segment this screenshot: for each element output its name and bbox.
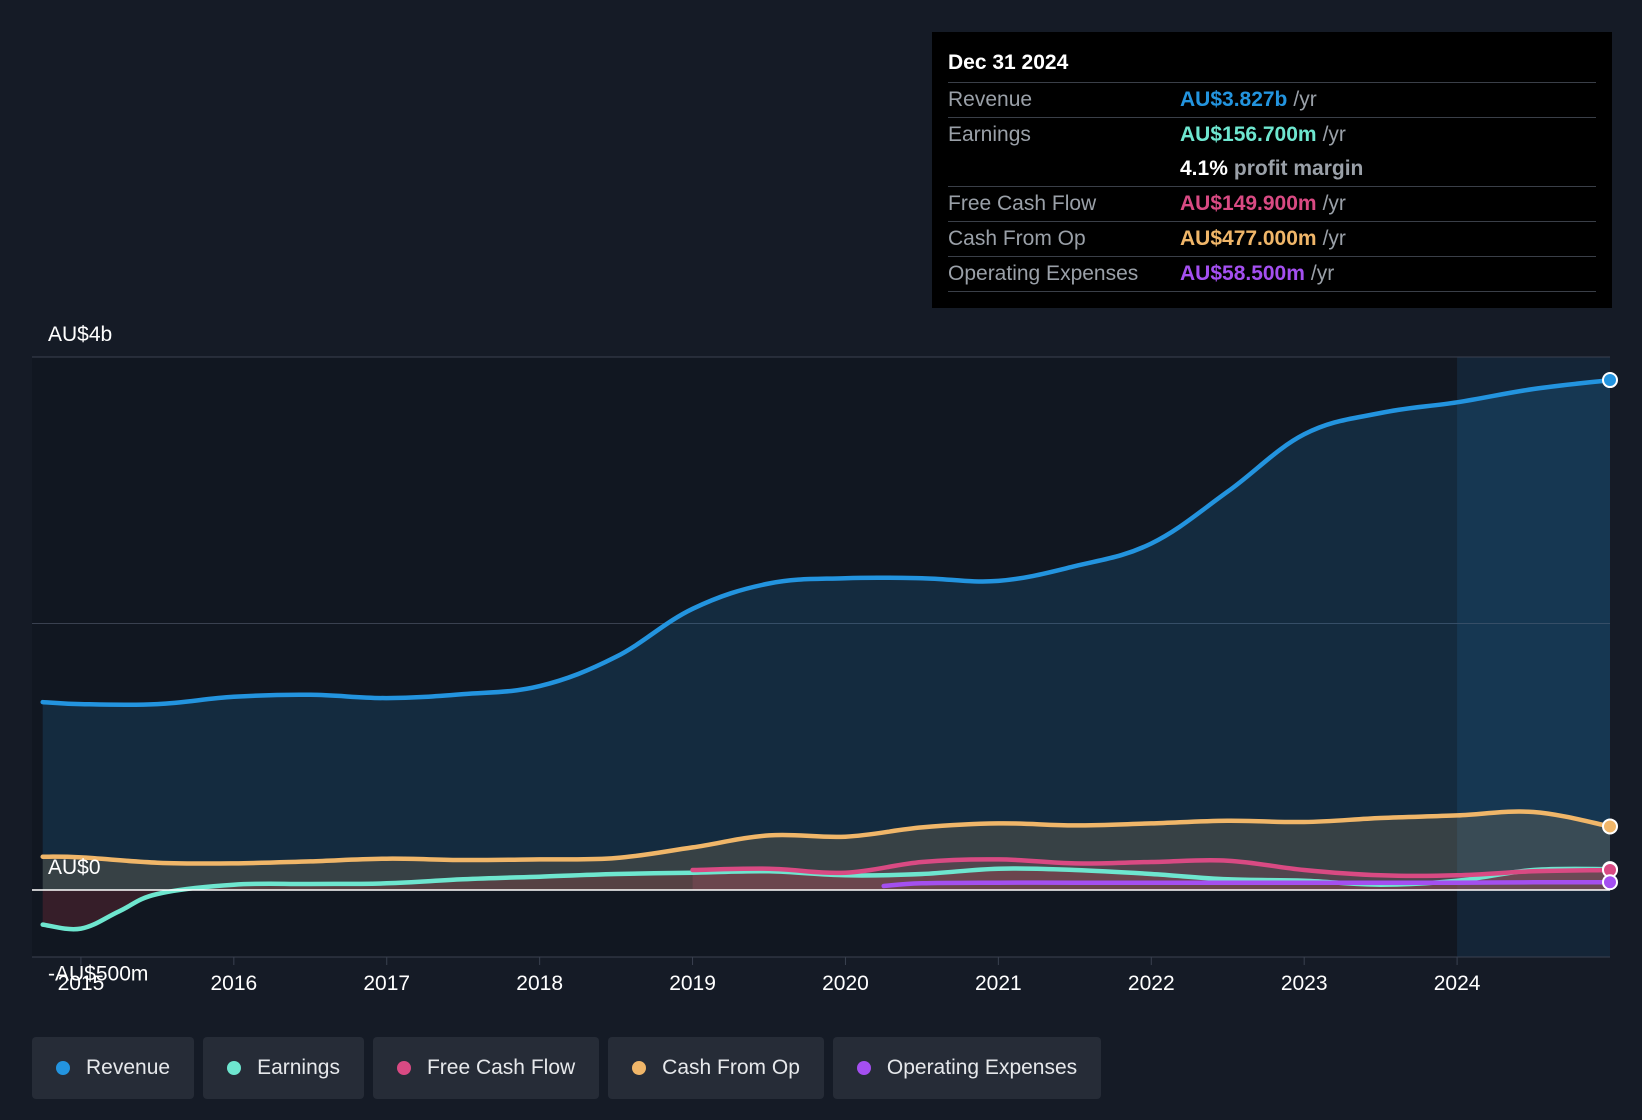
legend-item-cash-from-op[interactable]: Cash From Op	[608, 1037, 824, 1099]
legend-dot-icon	[56, 1061, 70, 1075]
legend-dot-icon	[632, 1061, 647, 1075]
plot-background	[32, 357, 1610, 957]
highlight-region	[1457, 357, 1610, 957]
y-tick-label: -AU$500m	[48, 963, 148, 986]
x-tick-label: 2024	[1434, 972, 1481, 995]
tooltip-unit: /yr	[1322, 192, 1346, 215]
gridlines	[32, 356, 1610, 958]
series-line-revenue	[40, 377, 1613, 708]
legend-dot-icon	[396, 1061, 411, 1075]
legend: Revenue Earnings Free Cash Flow Cash Fro…	[32, 1037, 1102, 1099]
tooltip-unit: /yr	[1322, 227, 1346, 250]
series-area-revenue	[42, 380, 1611, 890]
tooltip-row-free-cash-flow: Free Cash Flow AU$149.900m /yr	[948, 187, 1596, 222]
legend-item-free-cash-flow[interactable]: Free Cash Flow	[372, 1037, 600, 1099]
tooltip-label: Earnings	[948, 123, 1031, 146]
tooltip-value: AU$149.900m	[1180, 192, 1317, 215]
series-line-free-cash-flow	[690, 857, 1613, 879]
legend-dot-icon	[227, 1061, 242, 1075]
x-tick-label: 2017	[363, 972, 410, 995]
tooltip-unit: profit margin	[1233, 157, 1364, 180]
tooltip-label: Cash From Op	[948, 227, 1086, 250]
tooltip-label: Operating Expenses	[948, 262, 1139, 285]
series-endpoint-cash-from-op	[1602, 818, 1618, 835]
tooltip-panel: Dec 31 2024 Revenue AU$3.827b /yr Earnin…	[932, 32, 1612, 308]
legend-label: Operating Expenses	[886, 1056, 1078, 1079]
tooltip-unit: /yr	[1322, 123, 1346, 146]
series-area-cash-from-op	[42, 811, 1611, 890]
tooltip-value: AU$156.700m	[1180, 123, 1317, 146]
tooltip-date: Dec 31 2024	[948, 48, 1596, 83]
y-tick-label: AU$0	[48, 856, 101, 879]
series-endpoint-operating-expenses	[1602, 874, 1618, 891]
tooltip-value: AU$477.000m	[1180, 227, 1317, 250]
x-tick-label: 2020	[822, 972, 869, 995]
legend-item-operating-expenses[interactable]: Operating Expenses	[832, 1037, 1102, 1099]
x-tick-label: 2018	[516, 972, 563, 995]
series-line-cash-from-op	[40, 809, 1613, 866]
x-tick-label: 2016	[210, 972, 257, 995]
legend-label: Earnings	[257, 1056, 340, 1079]
series-line-operating-expenses	[881, 879, 1613, 889]
legend-label: Free Cash Flow	[426, 1056, 576, 1079]
legend-dot-icon	[856, 1061, 871, 1075]
tooltip-row-profit-margin: 4.1% profit margin	[948, 152, 1596, 187]
tooltip-row-earnings: Earnings AU$156.700m /yr	[948, 118, 1596, 152]
legend-label: Cash From Op	[662, 1056, 800, 1079]
legend-item-revenue[interactable]: Revenue	[32, 1037, 195, 1099]
series-endpoint-revenue	[1602, 372, 1618, 389]
tooltip-row-cash-from-op: Cash From Op AU$477.000m /yr	[948, 222, 1596, 257]
tooltip-value: AU$3.827b	[1180, 88, 1288, 111]
x-tick-label: 2023	[1281, 972, 1328, 995]
x-axis-labels: 2015 2016 2017 2018 2019 2020 2021 2022 2023 2024	[58, 957, 1481, 995]
tooltip-value: AU$58.500m	[1180, 262, 1305, 285]
tooltip-unit: /yr	[1293, 88, 1317, 111]
tooltip-value: 4.1%	[1180, 157, 1228, 180]
x-tick-label: 2021	[975, 972, 1022, 995]
x-tick-label: 2022	[1128, 972, 1175, 995]
y-tick-label: AU$4b	[48, 323, 112, 346]
legend-item-earnings[interactable]: Earnings	[203, 1037, 364, 1099]
tooltip-label: Free Cash Flow	[948, 192, 1097, 215]
tooltip-row-revenue: Revenue AU$3.827b /yr	[948, 83, 1596, 118]
tooltip-unit: /yr	[1310, 262, 1335, 285]
x-tick-label: 2015	[58, 972, 105, 995]
legend-label: Revenue	[86, 1056, 171, 1079]
tooltip-label: Revenue	[948, 88, 1033, 111]
x-tick-label: 2019	[669, 972, 716, 995]
tooltip-label	[948, 152, 1180, 186]
y-axis-labels: AU$4b AU$0 -AU$500m	[48, 323, 148, 986]
tooltip-row-operating-expenses: Operating Expenses AU$58.500m /yr	[948, 257, 1596, 292]
